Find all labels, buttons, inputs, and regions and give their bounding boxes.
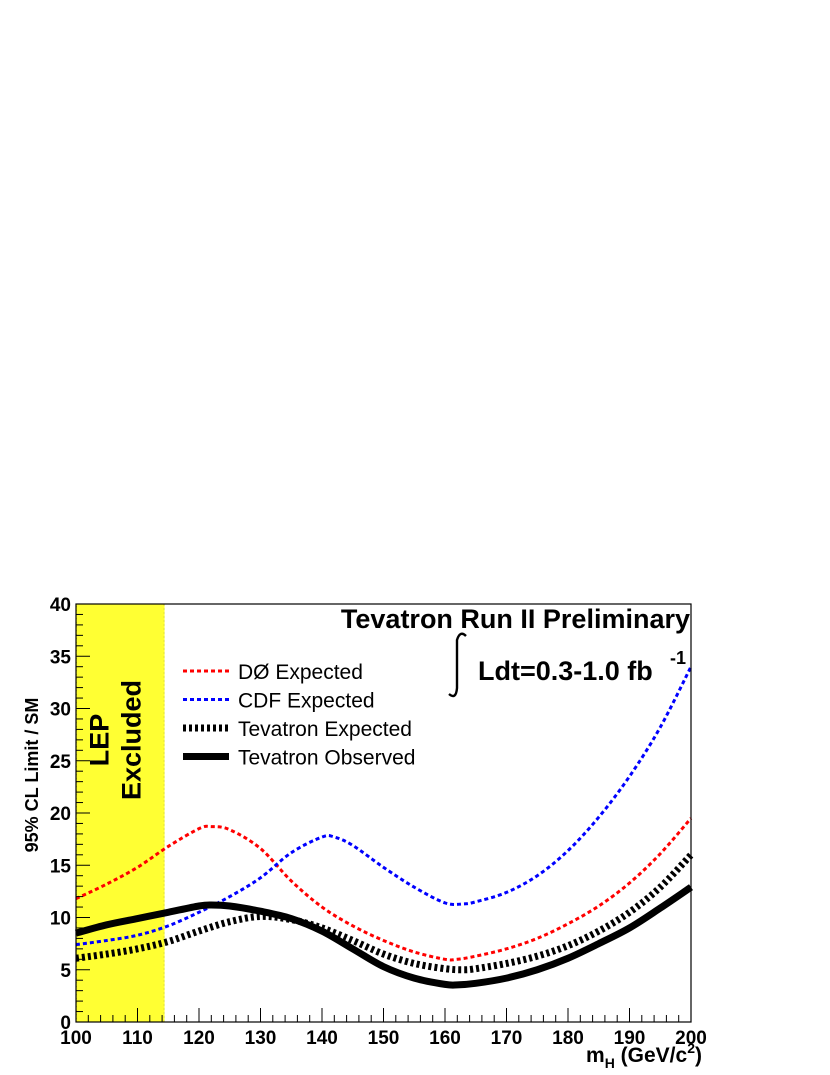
x-tick-label: 160 [429, 1028, 461, 1049]
y-tick-label: 30 [50, 700, 71, 721]
x-tick-label: 200 [675, 1028, 707, 1049]
x-axis-title-end: ) [695, 1044, 702, 1067]
y-tick-label: 25 [50, 752, 72, 773]
x-tick-label: 180 [552, 1028, 584, 1049]
x-axis-title-sup: 2 [687, 1040, 695, 1056]
d0-expected-line [75, 817, 693, 962]
legend-cdf-expected: CDF Expected [183, 690, 375, 713]
legend-label: DØ Expected [238, 661, 363, 684]
y-tick-label: 0 [60, 1013, 71, 1034]
legend: DØ Expected CDF Expected Tevatron Expected… [183, 661, 415, 770]
svg-text:mH (GeV/c2): mH (GeV/c2) [586, 1040, 702, 1071]
x-tick-label: 170 [491, 1028, 523, 1049]
x-tick-label: 140 [306, 1028, 338, 1049]
x-axis-title: mH (GeV/c2) [586, 1040, 702, 1071]
lep-label-line1: LEP [84, 714, 114, 767]
axis-ticks [75, 603, 692, 1023]
y-tick-label: 10 [50, 909, 71, 930]
y-tick-label: 5 [60, 961, 71, 982]
x-tick-label: 110 [122, 1028, 153, 1049]
legend-label: CDF Expected [238, 690, 375, 713]
legend-label: Tevatron Expected [238, 718, 412, 741]
cdf-expected-line [75, 666, 693, 947]
lep-label-line2: Excluded [116, 680, 146, 800]
integral-sign-icon [448, 632, 467, 698]
series-layer [75, 666, 694, 989]
y-axis-title: 95% CL Limit / SM [22, 698, 42, 853]
chart-title: Tevatron Run II Preliminary [341, 604, 690, 634]
luminosity-label: Ldt=0.3-1.0 fb -1 [448, 632, 686, 698]
legend-tevatron-expected: Tevatron Expected [183, 718, 412, 741]
tevatron-observed-line [75, 884, 693, 989]
legend-d0-expected: DØ Expected [183, 661, 363, 684]
x-tick-label: 100 [60, 1028, 92, 1049]
y-tick-label: 40 [50, 595, 71, 616]
x-tick-label: 120 [183, 1028, 215, 1049]
tevatron-expected-line [75, 852, 694, 974]
luminosity-exponent: -1 [670, 648, 686, 668]
x-tick-label: 130 [245, 1028, 277, 1049]
lep-excluded-hatch [76, 603, 165, 1023]
x-tick-label: 150 [368, 1028, 400, 1049]
x-axis-title-sub: H [605, 1055, 615, 1071]
legend-label: Tevatron Observed [238, 747, 415, 770]
tick-labels: 100 110 120 130 140 150 160 170 180 190 200 0 5 10 15 2… [50, 595, 707, 1049]
x-axis-title-main: m [586, 1044, 605, 1067]
x-tick-label: 190 [614, 1028, 646, 1049]
luminosity-value: Ldt=0.3-1.0 fb [478, 656, 653, 686]
y-tick-label: 35 [50, 647, 72, 668]
x-axis-title-rest: (GeV/c [615, 1044, 688, 1067]
legend-tevatron-observed: Tevatron Observed [183, 747, 415, 770]
y-tick-label: 15 [50, 856, 72, 877]
y-tick-label: 20 [50, 804, 71, 825]
